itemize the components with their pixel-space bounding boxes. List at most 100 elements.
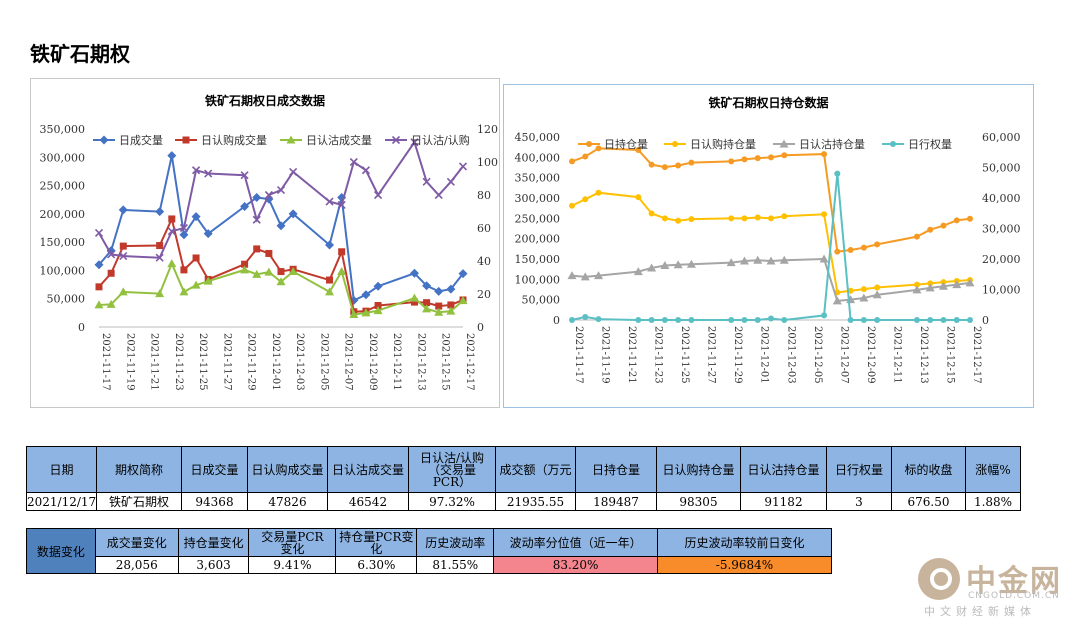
chart1-xtick-8: 2021-12-03 xyxy=(294,333,305,391)
chart2-series-3-point-16 xyxy=(860,317,867,323)
chart1-ytick-left-0: 0 xyxy=(78,321,85,334)
chart1-series-2-point-12 xyxy=(288,267,298,276)
chart2-series-3-point-20 xyxy=(940,317,947,323)
daily-volume-chart: 铁矿石期权日成交数据 0 50,000 100,000 150,000 200,000 25… xyxy=(30,78,500,408)
chart1-series-0-point-16 xyxy=(361,290,371,300)
table2-data-row: 28,056 3,603 9.41% 6.30% 81.55% 83.20% -5.9684… xyxy=(27,556,832,574)
chart1-series-1-point-10 xyxy=(265,249,273,257)
chart2-series-1-point-5 xyxy=(661,215,668,222)
chart1-xtick-0: 2021-11-17 xyxy=(100,333,111,391)
chart2-series-0-point-14 xyxy=(834,248,841,255)
chart2-series-2-point-8 xyxy=(726,258,736,267)
chart1-xtick-7: 2021-12-01 xyxy=(270,333,281,391)
table2-header-5: 波动率分位值（近一年） xyxy=(493,528,658,557)
chart1-series-3-point-9 xyxy=(252,215,261,224)
chart1-series-1-point-14 xyxy=(338,248,346,256)
chart1-series-2-point-4 xyxy=(167,259,177,268)
chart1-ytick-left-1: 50,000 xyxy=(47,293,86,306)
chart2-series-2-point-22 xyxy=(965,278,975,287)
chart2-series-0-point-13 xyxy=(821,151,828,158)
chart1-series-0-point-6 xyxy=(191,212,201,222)
chart1-series-3-line xyxy=(98,139,464,259)
chart1-series-1-point-18 xyxy=(410,298,418,306)
chart1-ytick-right-6: 120 xyxy=(477,123,498,136)
chart2-series-1-point-12 xyxy=(781,213,788,220)
chart1-ytick-left-2: 100,000 xyxy=(40,264,86,277)
table1-header-11: 标的收盘 xyxy=(891,446,966,493)
table1-cell-0: 2021/12/17 xyxy=(26,492,97,511)
logo-tagline: 中文财经新媒体 xyxy=(924,605,1036,618)
chart1-series-1-point-8 xyxy=(241,260,249,268)
chart1-series-2-point-17 xyxy=(373,306,383,315)
chart1-series-1-point-11 xyxy=(277,268,285,276)
chart1-series-3-point-19 xyxy=(422,177,431,186)
chart1-legend-marker-1 xyxy=(182,136,190,144)
chart2-series-0-point-7 xyxy=(688,159,695,166)
chart2-series-2-point-2 xyxy=(594,271,604,280)
chart1-series-2-point-15 xyxy=(349,310,359,319)
table1-header-2: 日成交量 xyxy=(181,446,248,493)
chart2-series-0-point-6 xyxy=(675,162,682,169)
table2-cell-4: 81.55% xyxy=(416,556,495,574)
table1-cell-11: 676.50 xyxy=(891,492,966,511)
chart2-series-1-point-13 xyxy=(821,211,828,218)
chart2-series-3-point-11 xyxy=(768,315,774,322)
chart2-series-0-line xyxy=(571,147,971,253)
chart2-xtick-4: 2021-11-25 xyxy=(679,326,690,384)
chart2-legend-marker-1 xyxy=(672,141,678,147)
chart1-series-3-point-4 xyxy=(167,227,176,236)
chart2-legend-label-2: 日认沽持仓量 xyxy=(799,137,865,151)
chart1-series-2-point-18 xyxy=(409,293,419,302)
chart1-series-0-point-0 xyxy=(94,260,104,270)
table2-header-row: 数据变化 成交量变化 持仓量变化 交易量PCR 变化 持仓量PCR变化历史波动率 波动率分… xyxy=(26,528,832,574)
chart1-series-2-point-10 xyxy=(264,267,274,276)
chart2-series-3-point-19 xyxy=(927,317,934,323)
chart2-ytick-right-2: 20,000 xyxy=(982,253,1021,266)
chart2-series-3-point-22 xyxy=(967,316,973,323)
chart1-series-1-point-9 xyxy=(253,245,261,253)
table1-cell-9: 91182 xyxy=(740,492,827,511)
chart1-xtick-5: 2021-11-27 xyxy=(221,333,232,391)
chart2-series-2-point-20 xyxy=(938,281,948,290)
chart1-series-2-point-14 xyxy=(337,267,347,276)
chart1-series-3-point-15 xyxy=(349,157,358,167)
chart2-series-2-point-14 xyxy=(832,296,842,305)
chart1-series-1-point-1 xyxy=(107,269,115,277)
chart2-series-2-point-1 xyxy=(580,272,590,281)
chart1-ytick-right-0: 0 xyxy=(477,321,484,334)
chart1-series-0-point-9 xyxy=(252,192,262,202)
daily-open-interest-chart: 铁矿石期权日持仓数据 0 50,000 100,000 150,000 200,000 25… xyxy=(503,84,1034,408)
chart2-series-2-point-9 xyxy=(739,256,749,265)
table1-header-3: 日认购成交量 xyxy=(247,446,328,493)
chart2-xtick-5: 2021-11-27 xyxy=(706,326,717,384)
chart1-series-3-point-21 xyxy=(446,177,455,186)
chart1-series-1-point-5 xyxy=(180,266,188,274)
chart2-series-1-point-3 xyxy=(635,194,642,201)
chart1-series-2-point-11 xyxy=(276,277,286,286)
chart1-xtick-4: 2021-11-25 xyxy=(197,333,208,391)
chart1-ytick-right-1: 20 xyxy=(477,288,491,301)
chart2-ytick-left-0: 0 xyxy=(553,314,560,327)
daily-volume-chart-svg: 铁矿石期权日成交数据 0 50,000 100,000 150,000 200,000 25… xyxy=(40,93,499,391)
chart1-series-2-point-20 xyxy=(434,307,444,316)
chart2-xtick-12: 2021-12-11 xyxy=(891,326,902,384)
chart2-ytick-left-2: 100,000 xyxy=(515,273,561,286)
chart2-legend-label-0: 日持仓量 xyxy=(604,137,648,151)
table1-header-4: 日认沽成交量 xyxy=(327,446,409,493)
chart1-series-3-point-14 xyxy=(337,200,346,209)
chart2-ytick-left-1: 50,000 xyxy=(522,294,561,307)
data-change-label: 数据变化 xyxy=(26,528,96,574)
chart2-series-2-point-7 xyxy=(686,259,696,268)
chart2-series-2-point-13 xyxy=(819,254,829,263)
chart2-ytick-left-8: 400,000 xyxy=(515,151,561,164)
chart2-series-0-point-0 xyxy=(569,158,575,165)
chart1-ytick-right-5: 100 xyxy=(477,156,498,169)
chart2-legend-marker-2 xyxy=(779,139,789,148)
chart2-series-0-point-1 xyxy=(582,153,589,160)
chart1-series-1-line xyxy=(98,215,464,313)
logo-url: CNGOLD.COM.CN xyxy=(968,591,1060,601)
chart2-series-0-point-4 xyxy=(648,161,655,168)
chart2-series-0-point-2 xyxy=(595,145,602,152)
chart2-legend-label-1: 日认购持仓量 xyxy=(690,137,756,151)
chart1-series-0-point-21 xyxy=(446,284,456,294)
